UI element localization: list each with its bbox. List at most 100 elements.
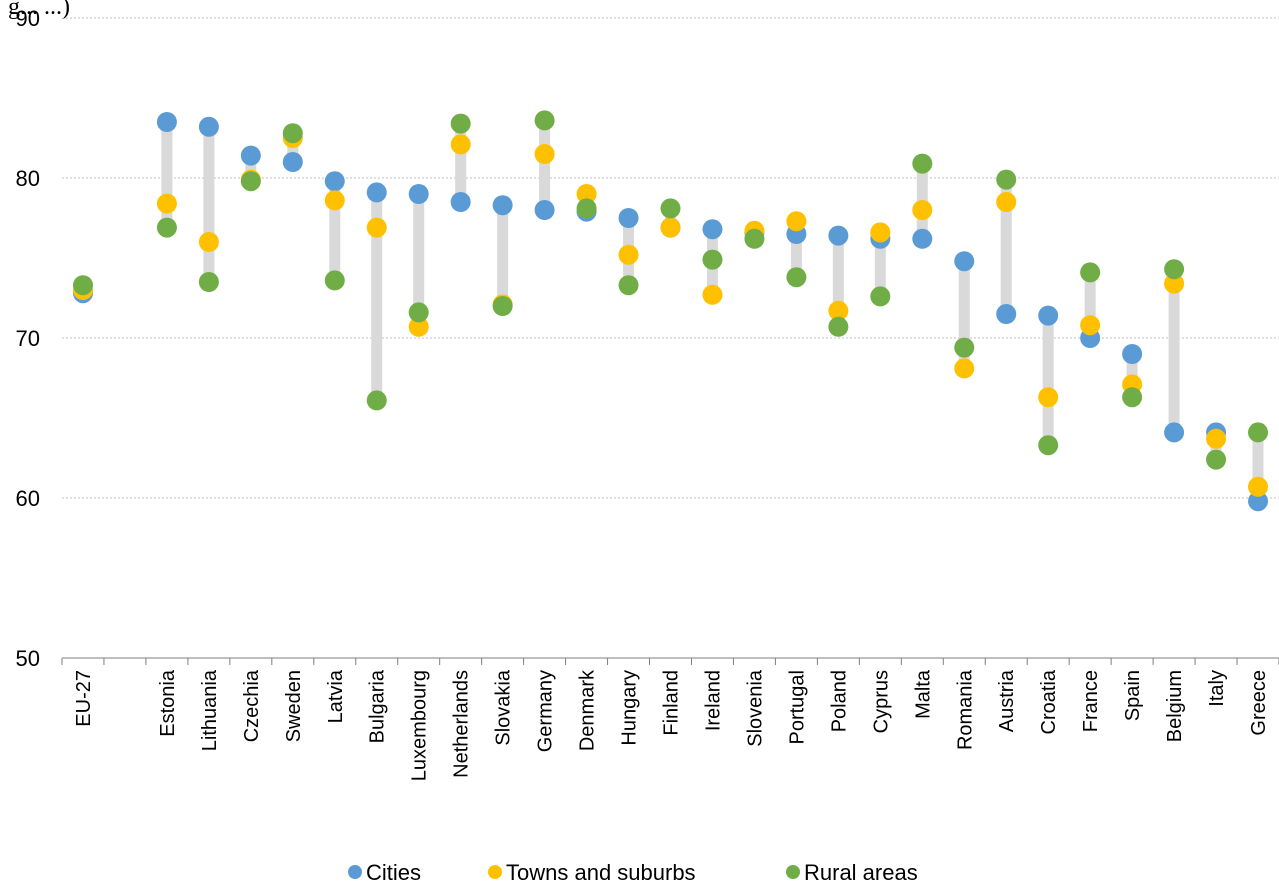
point-cities xyxy=(1122,344,1143,364)
point-cities xyxy=(324,171,345,192)
legend-label: Towns and suburbs xyxy=(506,860,696,884)
point-towns-and-suburbs xyxy=(870,222,891,243)
x-category-label: Germany xyxy=(535,670,557,752)
point-rural-areas xyxy=(576,198,597,219)
x-category-label: Sweden xyxy=(283,670,305,742)
x-category-label: Austria xyxy=(996,669,1018,732)
point-towns-and-suburbs xyxy=(996,192,1017,212)
top-cropped-title-fragment: g... ...) xyxy=(8,0,70,20)
point-towns-and-suburbs xyxy=(1164,273,1185,294)
point-cities xyxy=(534,200,555,220)
x-category-label: Greece xyxy=(1248,670,1270,736)
x-category-label: Ireland xyxy=(702,670,724,731)
x-category-label: Bulgaria xyxy=(367,669,389,743)
point-rural-areas xyxy=(156,217,177,238)
x-category-label: Netherlands xyxy=(451,670,473,778)
point-rural-areas xyxy=(282,123,303,144)
y-tick-label: 50 xyxy=(16,646,40,671)
point-rural-areas xyxy=(450,113,471,134)
x-category-label: Czechia xyxy=(241,669,263,742)
point-rural-areas xyxy=(996,169,1017,190)
x-category-label: Finland xyxy=(661,670,683,736)
point-rural-areas xyxy=(870,286,891,307)
x-category-label: Spain xyxy=(1122,670,1144,721)
point-towns-and-suburbs xyxy=(1248,476,1269,497)
point-cities xyxy=(954,251,975,272)
x-category-label: Italy xyxy=(1206,670,1228,707)
point-rural-areas xyxy=(366,390,387,411)
point-rural-areas xyxy=(828,316,849,337)
legend-label: Cities xyxy=(366,860,421,884)
point-rural-areas xyxy=(198,272,219,292)
point-rural-areas xyxy=(786,267,807,288)
point-cities xyxy=(198,116,219,137)
point-towns-and-suburbs xyxy=(1080,315,1101,336)
legend-marker xyxy=(348,865,362,879)
point-cities xyxy=(366,182,387,203)
x-axis-category-labels: EU-27 Estonia Lithuania Czechia Sweden Latvia… xyxy=(73,669,1270,781)
point-cities xyxy=(408,184,429,204)
x-category-label: Slovenia xyxy=(744,669,766,747)
x-category-label: Estonia xyxy=(157,669,179,737)
point-rural-areas xyxy=(324,270,345,291)
point-towns-and-suburbs xyxy=(198,232,219,252)
point-rural-areas xyxy=(240,171,261,192)
x-category-label: Croatia xyxy=(1038,669,1060,734)
point-rural-areas xyxy=(660,198,681,219)
x-category-label: Luxembourg xyxy=(409,670,431,781)
point-towns-and-suburbs xyxy=(450,134,471,155)
point-cities xyxy=(1038,305,1059,326)
x-category-label: Slovakia xyxy=(493,669,515,745)
point-cities xyxy=(1248,491,1269,512)
point-towns-and-suburbs xyxy=(576,184,597,204)
point-rural-areas xyxy=(954,337,975,358)
y-tick-label: 60 xyxy=(16,486,40,511)
point-cities xyxy=(912,228,933,249)
point-rural-areas xyxy=(492,296,513,316)
point-cities xyxy=(702,219,723,240)
point-rural-areas xyxy=(1038,435,1059,456)
data-points xyxy=(72,110,1269,512)
x-category-label: Lithuania xyxy=(199,669,221,751)
legend-label: Rural areas xyxy=(804,860,918,884)
point-rural-areas xyxy=(1248,422,1269,443)
x-category-label: France xyxy=(1080,670,1102,732)
point-towns-and-suburbs xyxy=(366,217,387,238)
legend: Cities Towns and suburbs Rural areas xyxy=(348,860,918,884)
x-category-label: EU-27 xyxy=(73,670,95,727)
point-cities xyxy=(450,192,471,212)
y-axis-tick-labels: 50 60 70 80 90 xyxy=(16,6,40,671)
point-towns-and-suburbs xyxy=(156,193,177,214)
point-cities xyxy=(492,195,513,216)
gridlines xyxy=(62,17,1279,499)
x-category-label: Romania xyxy=(954,669,976,750)
point-rural-areas xyxy=(408,302,429,323)
x-category-label: Malta xyxy=(912,669,934,719)
point-towns-and-suburbs xyxy=(324,190,345,211)
axes xyxy=(61,657,1279,665)
x-category-label: Denmark xyxy=(577,669,599,751)
x-category-label: Cyprus xyxy=(870,670,892,733)
point-rural-areas xyxy=(72,275,93,296)
point-towns-and-suburbs xyxy=(786,211,807,232)
legend-marker xyxy=(786,865,800,879)
point-towns-and-suburbs xyxy=(660,217,681,238)
point-cities xyxy=(996,304,1017,324)
point-towns-and-suburbs xyxy=(1206,428,1227,449)
point-cities xyxy=(828,225,849,246)
point-cities xyxy=(156,112,177,132)
point-rural-areas xyxy=(1080,262,1101,283)
point-rural-areas xyxy=(702,249,723,270)
point-cities xyxy=(282,152,303,172)
point-towns-and-suburbs xyxy=(912,200,933,220)
point-rural-areas xyxy=(1122,387,1143,408)
point-cities xyxy=(1164,422,1185,443)
point-towns-and-suburbs xyxy=(702,284,723,305)
x-category-label: Belgium xyxy=(1164,670,1186,742)
point-rural-areas xyxy=(744,228,765,249)
point-cities xyxy=(240,145,261,166)
point-towns-and-suburbs xyxy=(828,300,849,321)
y-tick-label: 80 xyxy=(16,166,40,191)
y-tick-label: 70 xyxy=(16,326,40,351)
